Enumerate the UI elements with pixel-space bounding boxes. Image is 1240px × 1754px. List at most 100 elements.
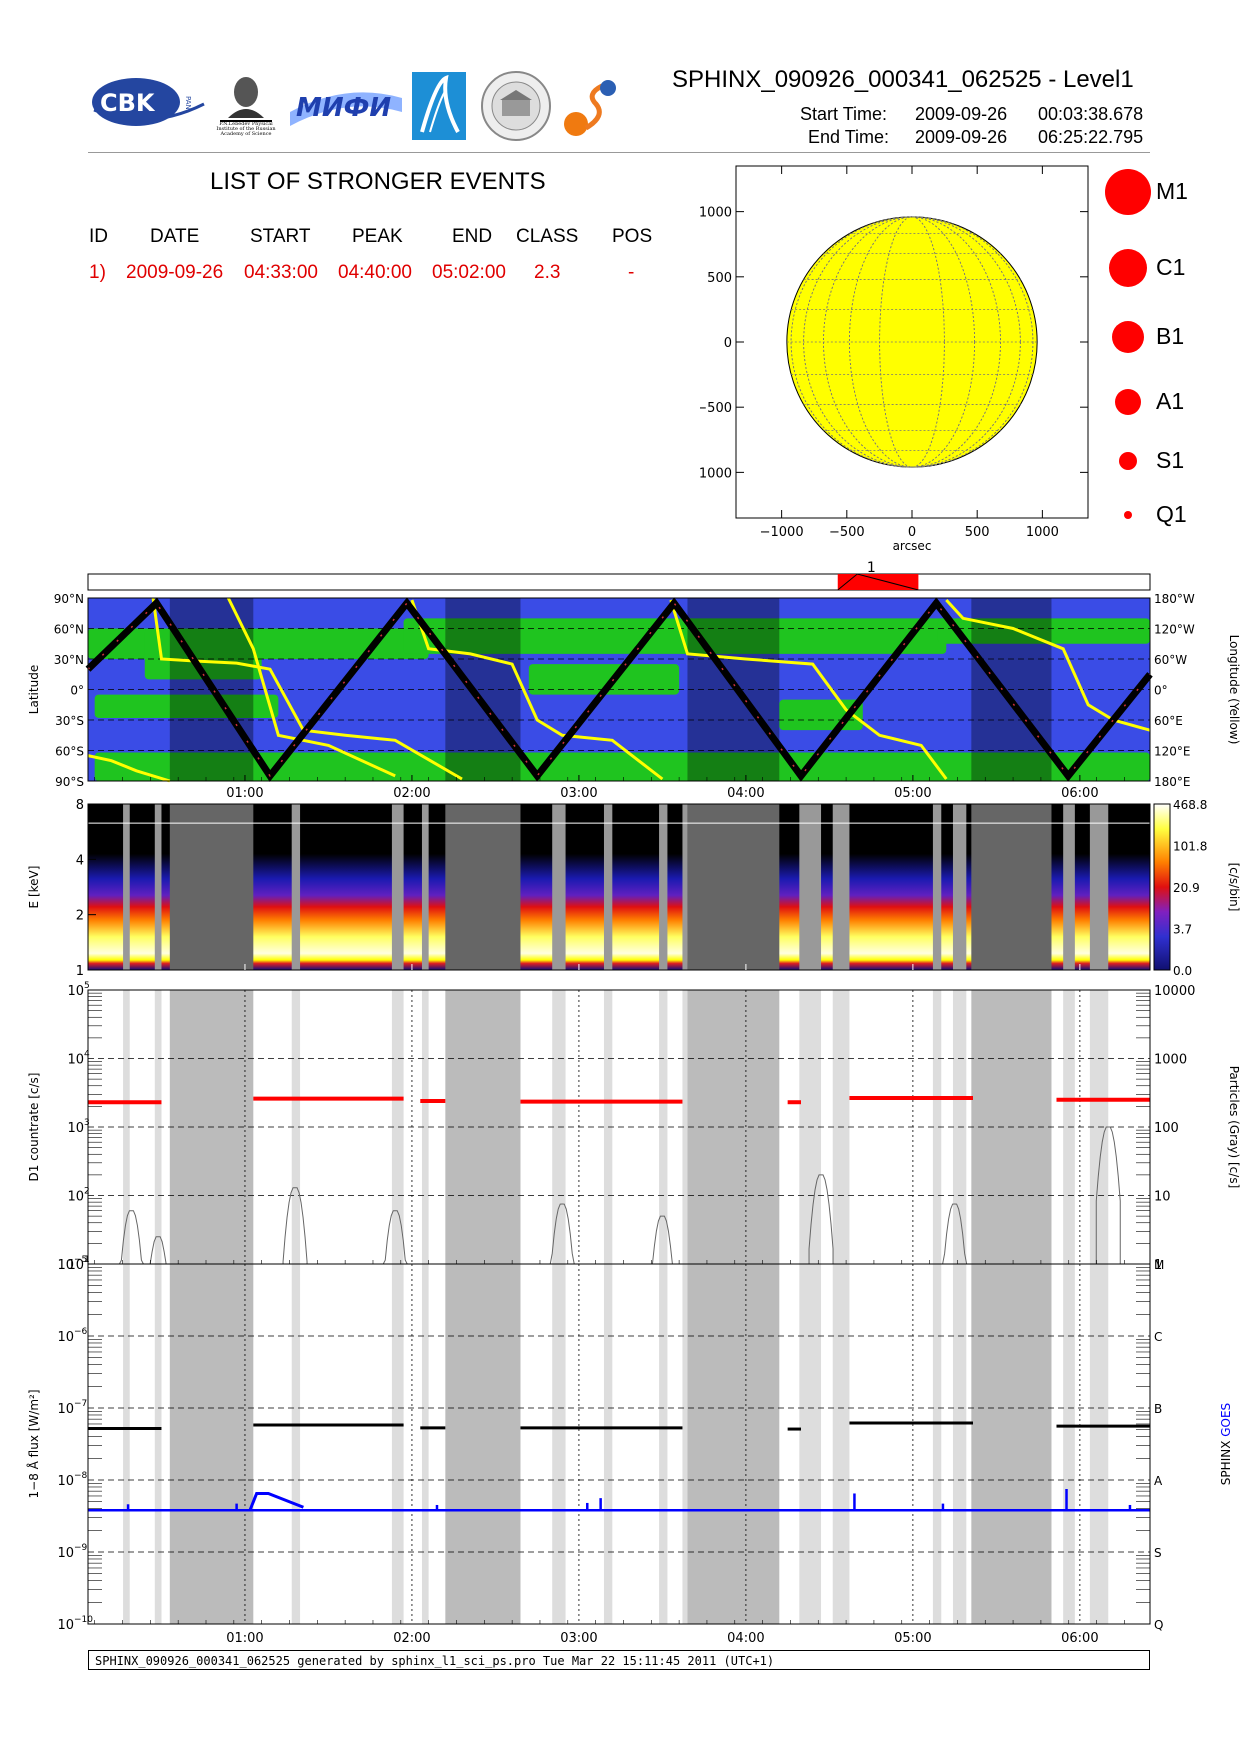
end-time-row: End Time: 2009-09-26 06:25:22.795 xyxy=(808,127,1143,148)
data-gap xyxy=(682,1264,688,1624)
y-tick-exponent: 4 xyxy=(84,1050,90,1060)
y2-tick-label: 1 xyxy=(1154,1258,1162,1273)
end-time-label: End Time: xyxy=(808,127,890,147)
data-gap xyxy=(659,804,668,970)
y-tick-label: 500 xyxy=(707,271,732,286)
data-gap xyxy=(421,804,429,970)
data-gap xyxy=(832,804,850,970)
y-tick-label: −1000 xyxy=(700,466,732,481)
particle-spike xyxy=(382,1210,408,1265)
x-tick-label: 05:00 xyxy=(894,1631,931,1646)
header-divider xyxy=(88,152,1150,153)
event-pos: - xyxy=(628,262,635,283)
data-gap xyxy=(799,1264,822,1624)
col-id: ID xyxy=(89,226,108,247)
goes-class-label: C xyxy=(1154,1330,1162,1344)
y-tick-exponent: −9 xyxy=(74,1543,88,1553)
event-span xyxy=(837,574,919,590)
x-axis-label: arcsec xyxy=(893,539,932,553)
goes-class-label: Q xyxy=(1154,1618,1163,1632)
data-gap xyxy=(799,804,822,970)
data-gap xyxy=(971,804,1052,970)
page-title: SPHINX_090926_000341_062525 - Level1 xyxy=(672,66,1134,93)
data-gap xyxy=(932,1264,942,1624)
data-gap xyxy=(445,1264,521,1624)
longitude-curve xyxy=(410,599,664,781)
events-title: LIST OF STRONGER EVENTS xyxy=(210,168,546,195)
x-tick-label: 01:00 xyxy=(226,1631,263,1646)
data-gap xyxy=(391,1264,404,1624)
y-tick-exponent: 1 xyxy=(84,1255,90,1265)
event-class: 2.3 xyxy=(534,262,561,283)
data-gap xyxy=(687,1264,780,1624)
instrument-logo xyxy=(412,72,466,140)
lat-tick-label: 30°N xyxy=(54,653,84,667)
data-gap xyxy=(687,804,780,970)
y-tick-label: 10 xyxy=(57,1546,74,1561)
y2-tick-label: 1000 xyxy=(1154,1053,1187,1068)
x-tick-label: 01:00 xyxy=(226,786,263,801)
col-end: END xyxy=(452,226,493,247)
y-tick-exponent: 3 xyxy=(84,1118,90,1128)
time-series-charts: 1 90°N 180°W 60°N 120°W 30°N 60°W 0° 0° 30°S 60°E 6… xyxy=(26,560,1240,1646)
land-mass xyxy=(528,664,680,695)
class-marker xyxy=(1124,511,1132,519)
colorbar xyxy=(1153,803,1171,971)
particle-spike xyxy=(942,1203,968,1265)
event-peak: 04:40:00 xyxy=(338,262,412,283)
land-mass xyxy=(679,618,947,654)
data-gap xyxy=(169,1264,254,1624)
lebedev-caption: P.N.Lebedev Physical Institute of the Ru… xyxy=(216,122,276,137)
class-label: S1 xyxy=(1156,447,1185,473)
y-tick-exponent: 5 xyxy=(84,981,90,991)
x-tick-label: 06:00 xyxy=(1061,1631,1098,1646)
y-tick-label: 10 xyxy=(67,1190,84,1205)
x-tick-label: 06:00 xyxy=(1061,786,1098,801)
latitude-track-heat xyxy=(87,601,1151,778)
class-marker xyxy=(1112,321,1144,353)
start-time: 00:03:38.678 xyxy=(1038,104,1144,124)
lat-tick-label: 30°S xyxy=(55,714,84,728)
y-tick-label: 8 xyxy=(76,798,84,813)
orbit-y2-label: Longitude (Yellow) xyxy=(1227,635,1240,745)
data-gap xyxy=(291,1264,301,1624)
orbit-y-label: Latitude xyxy=(27,665,41,714)
x-tick-label: 02:00 xyxy=(393,786,430,801)
data-gap xyxy=(952,804,967,970)
data-gap xyxy=(421,1264,429,1624)
particle-spike xyxy=(118,1210,144,1265)
class-marker xyxy=(1109,249,1147,287)
lon-tick-label: 180°W xyxy=(1154,592,1195,606)
class-label: B1 xyxy=(1156,323,1185,349)
mifi-text: МИФИ xyxy=(296,93,391,123)
x-tick-label: −1000 xyxy=(760,525,804,540)
col-date: DATE xyxy=(150,226,200,247)
lon-tick-label: 60°E xyxy=(1154,714,1183,728)
col-peak: PEAK xyxy=(352,226,403,247)
data-gap xyxy=(1089,1264,1109,1624)
data-gap xyxy=(682,990,688,1264)
colorbar-tick-label: 0.0 xyxy=(1173,964,1192,978)
data-gap xyxy=(603,1264,613,1624)
x-tick-label: 03:00 xyxy=(560,1631,597,1646)
y-tick-exponent: −7 xyxy=(74,1399,87,1409)
lat-tick-label: 0° xyxy=(70,684,84,698)
class-label: C1 xyxy=(1156,254,1186,280)
y-tick-label: 10 xyxy=(67,1258,84,1273)
colorbar-tick-label: 3.7 xyxy=(1173,923,1192,937)
y-tick-exponent: −6 xyxy=(74,1327,88,1337)
event-start: 04:33:00 xyxy=(244,262,318,283)
longitude-gridline xyxy=(790,216,1034,468)
start-date: 2009-09-26 xyxy=(915,104,1008,124)
end-date: 2009-09-26 xyxy=(915,127,1008,147)
lat-tick-label: 90°N xyxy=(54,592,84,606)
class-marker xyxy=(1115,389,1141,415)
lat-tick-label: 90°S xyxy=(55,775,84,789)
data-gap xyxy=(123,804,130,970)
countrate-y2-label: Particles (Gray) [c/s] xyxy=(1227,1066,1240,1189)
sphinx-label: SPHINX xyxy=(1219,1437,1233,1485)
data-gap xyxy=(682,804,688,970)
y-tick-label: −500 xyxy=(700,401,732,416)
y-tick-label: 10 xyxy=(57,1474,74,1489)
colorbar-label: [c/s/bin] xyxy=(1227,863,1240,912)
